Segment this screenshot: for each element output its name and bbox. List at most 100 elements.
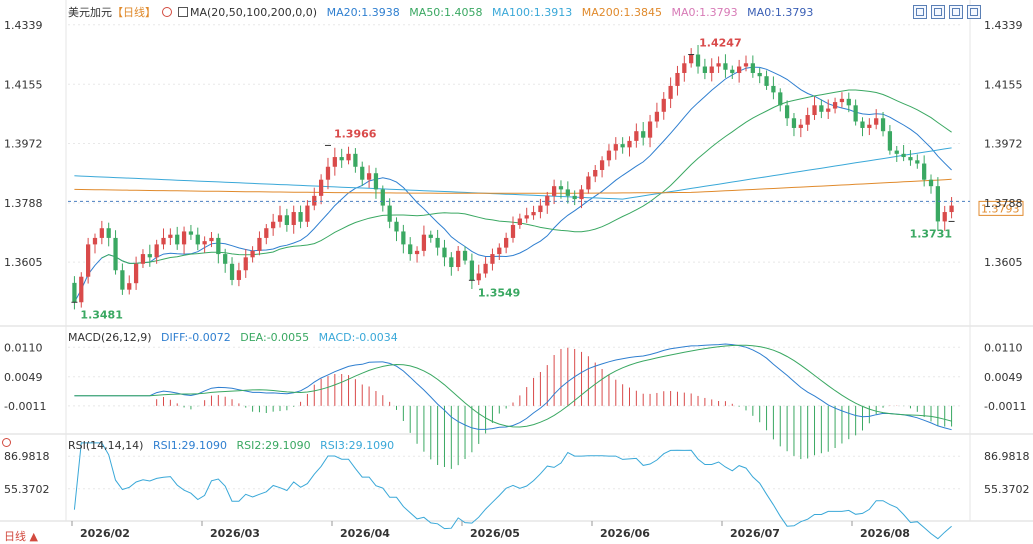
candle-body bbox=[586, 176, 591, 190]
settings-icon[interactable] bbox=[161, 7, 172, 17]
candle-body bbox=[120, 270, 125, 290]
candle-body bbox=[161, 237, 166, 245]
candle-body bbox=[456, 250, 461, 268]
period-tab[interactable]: 日线 ▲ bbox=[0, 526, 42, 544]
symbol-name: 美元加元 bbox=[68, 6, 112, 19]
candle-body bbox=[654, 111, 660, 122]
macd-panel bbox=[74, 343, 953, 469]
rsi-settings-icon[interactable] bbox=[2, 438, 11, 447]
time-tick-label: 2026/07 bbox=[730, 527, 780, 540]
candle-body bbox=[689, 54, 694, 64]
candle-body bbox=[853, 105, 858, 122]
price-tick-right: 1.4155 bbox=[984, 78, 1023, 91]
zoom-out-icon[interactable] bbox=[931, 5, 945, 19]
price-tick-left: 1.3972 bbox=[4, 137, 43, 150]
macd-diff-line bbox=[74, 343, 952, 431]
candle-body bbox=[922, 163, 927, 180]
macd-tick-left: -0.0011 bbox=[4, 400, 46, 413]
candle-body bbox=[216, 237, 221, 255]
candle-body bbox=[743, 63, 749, 67]
price-tick-left: 1.4155 bbox=[4, 78, 43, 91]
candle-body bbox=[908, 157, 913, 161]
macd-label[interactable]: MACD(26,12,9) bbox=[68, 331, 152, 344]
time-tick-label: 2026/03 bbox=[210, 527, 260, 540]
candle-body bbox=[147, 254, 152, 258]
candle-body bbox=[880, 118, 886, 132]
candle-body bbox=[661, 98, 666, 112]
ma20-value: MA20:1.3938 bbox=[326, 6, 400, 19]
candle-body bbox=[702, 66, 708, 73]
rsi-tick-right: 86.9818 bbox=[984, 450, 1030, 463]
candle-body bbox=[887, 131, 893, 151]
candle-body bbox=[449, 257, 454, 268]
candle-body bbox=[730, 69, 735, 73]
zoom-in-icon[interactable] bbox=[913, 5, 927, 19]
macd-tick-right: 0.0110 bbox=[984, 341, 1023, 354]
candle-body bbox=[647, 121, 653, 138]
candle-body bbox=[757, 72, 762, 77]
rsi-panel bbox=[73, 442, 952, 540]
candle-body bbox=[79, 276, 84, 303]
candle-body bbox=[613, 144, 618, 151]
candle-body bbox=[572, 195, 577, 200]
fullscreen-icon[interactable] bbox=[949, 5, 963, 19]
candle-body bbox=[305, 205, 310, 222]
period-label[interactable]: 【日线】 bbox=[112, 6, 156, 19]
candle-body bbox=[373, 173, 379, 190]
candle-body bbox=[99, 228, 104, 238]
candle-body bbox=[154, 244, 159, 258]
candle-body bbox=[339, 157, 344, 161]
ma200-line bbox=[74, 178, 952, 194]
macd-diff: DIFF:-0.0072 bbox=[161, 331, 231, 344]
ma0-value-b: MA0:1.3793 bbox=[747, 6, 814, 19]
candle-body bbox=[353, 153, 358, 167]
candle-body bbox=[593, 170, 598, 177]
candle-body bbox=[86, 244, 91, 277]
candle-body bbox=[291, 212, 296, 225]
price-tick-right: 1.3788 bbox=[984, 197, 1023, 210]
candle-body bbox=[360, 166, 365, 180]
ma-label[interactable]: MA(20,50,100,200,0,0) bbox=[190, 6, 318, 19]
candle-body bbox=[695, 54, 701, 67]
candle-body bbox=[380, 189, 385, 206]
extreme-label: 1.3966 bbox=[334, 127, 377, 140]
candle-body bbox=[202, 241, 207, 245]
candle-body bbox=[394, 221, 399, 232]
moving-average-lines bbox=[73, 66, 952, 303]
candle-body bbox=[229, 263, 235, 280]
candle-body bbox=[325, 166, 331, 180]
candle-body bbox=[476, 273, 481, 281]
ma100-line bbox=[74, 147, 952, 200]
rsi-tick-left: 55.3702 bbox=[4, 483, 50, 496]
current-price-label: 1.3793 bbox=[981, 202, 1020, 215]
price-tick-right: 1.4339 bbox=[984, 19, 1023, 32]
candles bbox=[72, 45, 954, 310]
rsi-label[interactable]: RSI(14,14,14) bbox=[68, 439, 144, 452]
candle-body bbox=[346, 153, 351, 161]
candle-body bbox=[469, 260, 475, 281]
grid bbox=[0, 0, 1033, 522]
candle-body bbox=[641, 131, 646, 138]
candle-body bbox=[332, 157, 337, 167]
expand-icon[interactable] bbox=[967, 5, 981, 19]
price-tick-right: 1.3605 bbox=[984, 256, 1023, 269]
caret-up-icon: ▲ bbox=[29, 530, 38, 543]
rsi3-value: RSI3:29.1090 bbox=[320, 439, 395, 452]
candle-body bbox=[771, 85, 776, 93]
candle-body bbox=[421, 234, 427, 251]
candle-body bbox=[599, 160, 605, 170]
time-tick-label: 2026/05 bbox=[470, 527, 520, 540]
rsi-tick-right: 55.3702 bbox=[984, 483, 1030, 496]
ma-indicator-icon bbox=[178, 7, 188, 17]
candle-body bbox=[558, 186, 564, 190]
ma-legend: 美元加元【日线】 MA(20,50,100,200,0,0) MA20:1.39… bbox=[68, 6, 819, 20]
candle-body bbox=[257, 237, 262, 251]
candle-body bbox=[195, 234, 200, 245]
candle-body bbox=[928, 179, 934, 187]
candle-body bbox=[250, 250, 255, 258]
extreme-label: 1.3481 bbox=[80, 308, 122, 321]
candle-body bbox=[236, 270, 242, 280]
candle-body bbox=[675, 72, 680, 86]
